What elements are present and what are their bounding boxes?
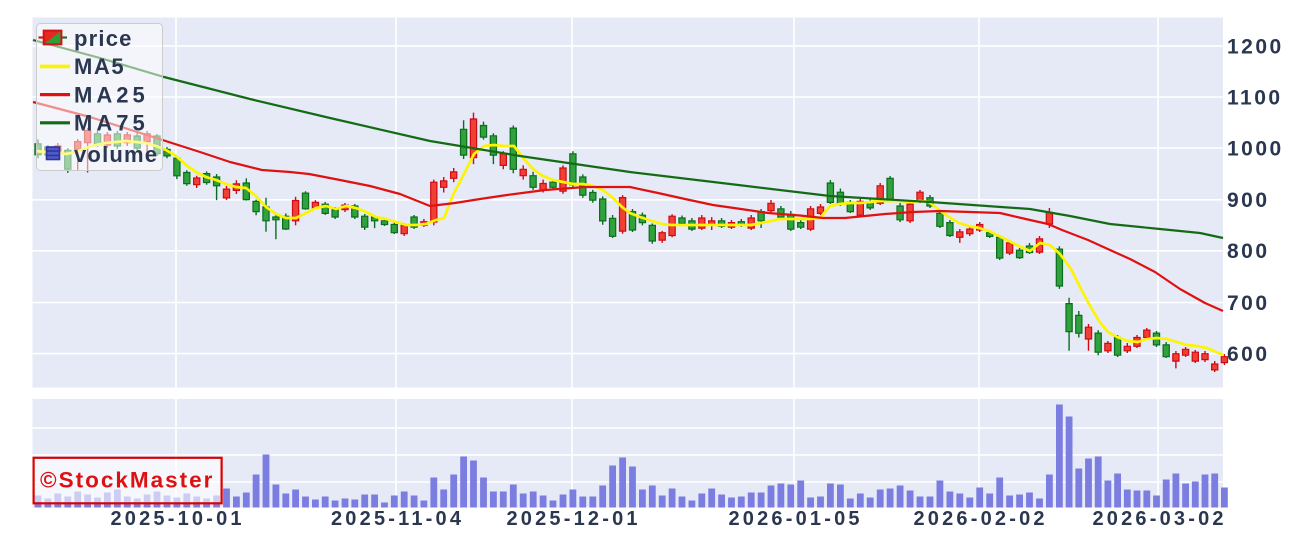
svg-text:2026-02-02: 2026-02-02 — [913, 508, 1047, 530]
svg-text:1100: 1100 — [1227, 86, 1283, 109]
svg-text:900: 900 — [1227, 189, 1270, 212]
svg-text:MA5: MA5 — [74, 54, 125, 79]
svg-text:volume: volume — [74, 142, 158, 167]
svg-text:700: 700 — [1227, 292, 1270, 315]
svg-text:600: 600 — [1227, 343, 1270, 366]
svg-text:2025-11-04: 2025-11-04 — [331, 508, 464, 530]
svg-text:2026-03-02: 2026-03-02 — [1092, 508, 1226, 530]
svg-text:©StockMaster: ©StockMaster — [40, 468, 214, 493]
svg-text:2025-10-01: 2025-10-01 — [110, 508, 244, 530]
svg-text:MA75: MA75 — [74, 111, 149, 136]
svg-text:1200: 1200 — [1227, 35, 1284, 58]
svg-text:1000: 1000 — [1227, 137, 1284, 160]
svg-text:2026-01-05: 2026-01-05 — [728, 508, 862, 530]
svg-text:2025-12-01: 2025-12-01 — [506, 508, 640, 530]
svg-text:MA25: MA25 — [74, 82, 149, 107]
svg-text:800: 800 — [1227, 240, 1270, 263]
svg-text:price: price — [74, 26, 133, 51]
